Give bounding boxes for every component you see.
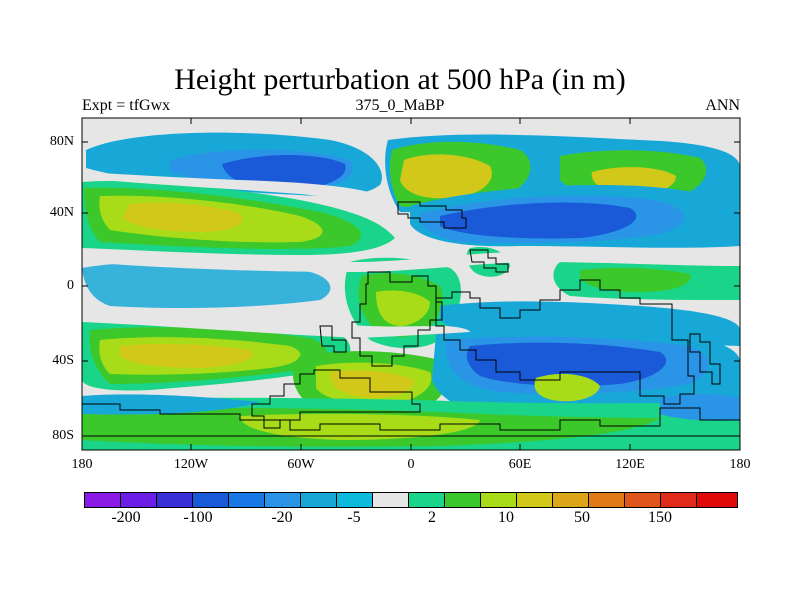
coastlines <box>82 201 740 437</box>
coastline-island-a <box>469 249 509 273</box>
neutral-band-sh <box>82 310 470 338</box>
coastline-east-arc <box>689 333 721 385</box>
y-tick-label: 40S <box>52 353 74 368</box>
axis-ticks <box>82 118 740 450</box>
colorbar-label: -5 <box>347 509 361 526</box>
neutral-band-eq <box>82 251 740 272</box>
coastline-gondwana-east <box>435 279 695 405</box>
colorbar-label: 150 <box>648 509 672 526</box>
colorbar-swatch <box>120 492 157 508</box>
colorbar-swatch <box>300 492 337 508</box>
colorbar-label: -20 <box>271 509 293 526</box>
contour-india-green-inner <box>580 267 691 292</box>
x-tick-label: 180 <box>729 457 751 472</box>
coastline-antarctic <box>82 403 740 437</box>
colorbar-swatch <box>336 492 373 508</box>
colorbar-swatch <box>192 492 229 508</box>
neutral-band-nh <box>82 172 393 214</box>
colorbar-swatch <box>588 492 625 508</box>
contour-se-cell <box>534 373 600 402</box>
contour-sp-ridge-core <box>120 343 253 368</box>
colorbar-label: -200 <box>111 509 141 526</box>
contour-sa-ridge-core <box>330 370 414 398</box>
colorbar-label: -100 <box>183 509 213 526</box>
colorbar-swatch <box>660 492 697 508</box>
colorbar-swatch <box>156 492 193 508</box>
colorbar-label: 10 <box>498 509 514 526</box>
colorbar-swatch <box>408 492 445 508</box>
colorbar-swatch <box>516 492 553 508</box>
coastline-west-block <box>251 369 421 429</box>
contour-asia-trough-core <box>440 202 637 239</box>
season-label: ANN <box>705 97 740 114</box>
contour-eurasia-ridge-core <box>400 154 492 199</box>
contour-tropical-band <box>82 262 331 308</box>
colorbar-swatch <box>696 492 738 508</box>
y-tick-label: 80N <box>49 134 74 149</box>
x-tick-label: 120W <box>173 457 209 472</box>
colorbar-label: 2 <box>428 509 436 526</box>
coastline-north-continent <box>397 201 467 229</box>
colorbar-swatch <box>228 492 265 508</box>
experiment-label: Expt = tfGwx <box>82 97 171 114</box>
contour-nh-ridge-core <box>122 202 243 232</box>
x-tick-label: 120E <box>615 457 645 472</box>
y-tick-label: 40N <box>49 205 74 220</box>
x-tick-label: 60W <box>287 457 315 472</box>
x-tick-label: 180 <box>71 457 93 472</box>
colorbar-swatch <box>264 492 301 508</box>
coastline-gondwana-main <box>351 271 443 367</box>
x-tick-label: 60E <box>508 457 532 472</box>
map-title: Height perturbation at 500 hPa (in m) <box>174 63 626 96</box>
contour-so-trough-core <box>466 342 667 386</box>
colorbar-swatch <box>372 492 409 508</box>
colorbar-swatch <box>480 492 517 508</box>
colorbar-swatch <box>552 492 589 508</box>
coastline-small-island <box>319 325 347 353</box>
colorbar-swatch <box>84 492 121 508</box>
contour-field <box>82 118 740 450</box>
x-tick-label: 0 <box>407 457 415 472</box>
contour-sw-blue <box>82 394 260 415</box>
colorbar-swatch <box>444 492 481 508</box>
contour-atlantic-yg <box>376 290 430 326</box>
colorbar-swatch <box>624 492 661 508</box>
colorbar-label: 50 <box>574 509 590 526</box>
period-label: 375_0_MaBP <box>355 97 445 114</box>
y-tick-label: 0 <box>67 278 74 293</box>
y-tick-label: 80S <box>52 428 74 443</box>
